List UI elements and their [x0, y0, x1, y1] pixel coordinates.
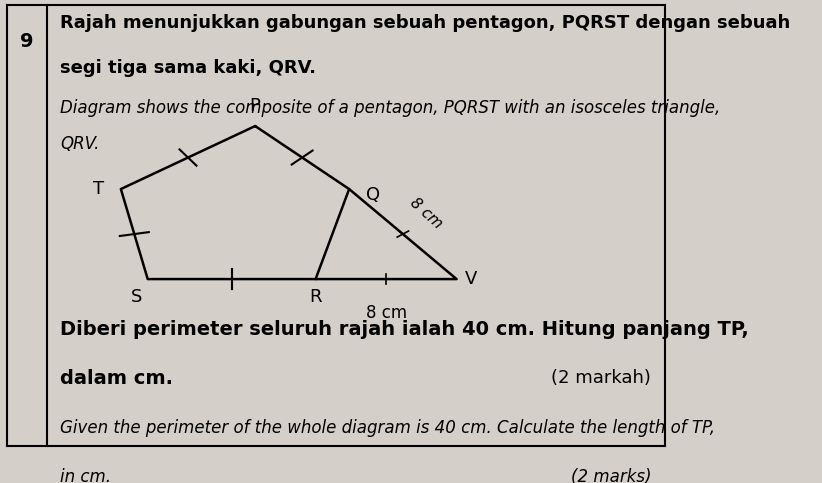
Text: R: R [309, 288, 322, 306]
Text: 9: 9 [20, 31, 34, 51]
Text: Q: Q [366, 185, 380, 204]
Text: Rajah menunjukkan gabungan sebuah pentagon, PQRST dengan sebuah: Rajah menunjukkan gabungan sebuah pentag… [61, 14, 791, 31]
Text: V: V [465, 270, 478, 288]
Text: segi tiga sama kaki, QRV.: segi tiga sama kaki, QRV. [61, 58, 316, 76]
Text: 8 cm: 8 cm [366, 304, 407, 322]
Text: (2 markah): (2 markah) [552, 369, 651, 387]
Text: Given the perimeter of the whole diagram is 40 cm. Calculate the length of TP,: Given the perimeter of the whole diagram… [61, 419, 715, 437]
Text: P: P [250, 97, 261, 115]
Text: Diagram shows the composite of a pentagon, PQRST with an isosceles triangle,: Diagram shows the composite of a pentago… [61, 99, 721, 117]
Text: in cm.: in cm. [61, 468, 112, 483]
Text: S: S [132, 288, 143, 306]
Text: QRV.: QRV. [61, 135, 99, 153]
Text: dalam cm.: dalam cm. [61, 369, 173, 388]
Text: (2 marks): (2 marks) [570, 468, 651, 483]
Text: 8 cm: 8 cm [407, 196, 446, 232]
Text: Diberi perimeter seluruh rajah ialah 40 cm. Hitung panjang TP,: Diberi perimeter seluruh rajah ialah 40 … [61, 320, 749, 339]
Text: T: T [93, 180, 104, 198]
